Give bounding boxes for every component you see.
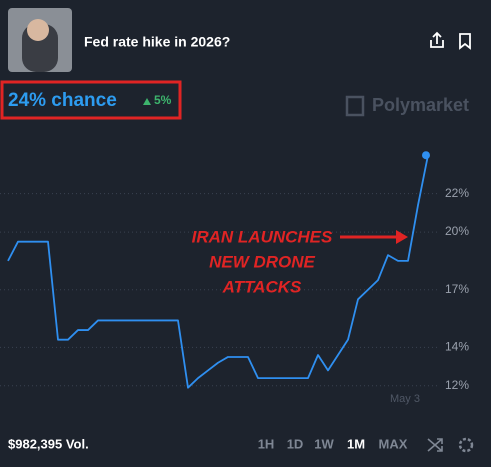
price-line xyxy=(7,155,429,389)
range-button[interactable]: 1W xyxy=(314,436,334,451)
highlight-box xyxy=(0,80,182,120)
last-point xyxy=(422,151,430,160)
y-tick-label: 14% xyxy=(445,340,469,354)
chart: 12% 14% 17% 20% 22% May 3 IRAN LAUNCHES NEW DRO… xyxy=(0,151,469,405)
shuffle-icon[interactable] xyxy=(427,438,443,452)
range-button[interactable]: 1M xyxy=(347,436,365,451)
thumbnail-face xyxy=(27,19,49,41)
brand-name: Polymarket xyxy=(372,95,469,115)
range-button[interactable]: 1D xyxy=(287,436,304,451)
volume: $982,395 Vol. xyxy=(8,436,89,451)
annotation-arrowhead xyxy=(396,230,408,244)
brand-logo xyxy=(345,95,365,117)
range-button[interactable]: 1H xyxy=(258,436,275,451)
chance-label: 24% chance xyxy=(8,90,117,111)
range-button[interactable]: MAX xyxy=(379,436,408,451)
annotation-line: IRAN LAUNCHES xyxy=(192,227,333,246)
bookmark-icon[interactable] xyxy=(459,33,471,50)
y-tick-label: 22% xyxy=(445,186,469,200)
y-tick-label: 17% xyxy=(445,282,469,296)
market-title: Fed rate hike in 2026? xyxy=(84,34,230,50)
annotation-line: ATTACKS xyxy=(222,277,302,296)
y-tick-label: 12% xyxy=(445,378,469,392)
y-tick-label: 20% xyxy=(445,224,469,238)
change-label: 5% xyxy=(154,93,172,107)
annotation-line: NEW DRONE xyxy=(209,252,315,271)
x-tick-label: May 3 xyxy=(390,393,420,405)
settings-icon[interactable] xyxy=(458,437,474,453)
change-arrow xyxy=(143,98,151,105)
share-icon[interactable] xyxy=(430,31,444,48)
range-buttons: 1H 1D 1W 1M MAX xyxy=(258,436,408,451)
